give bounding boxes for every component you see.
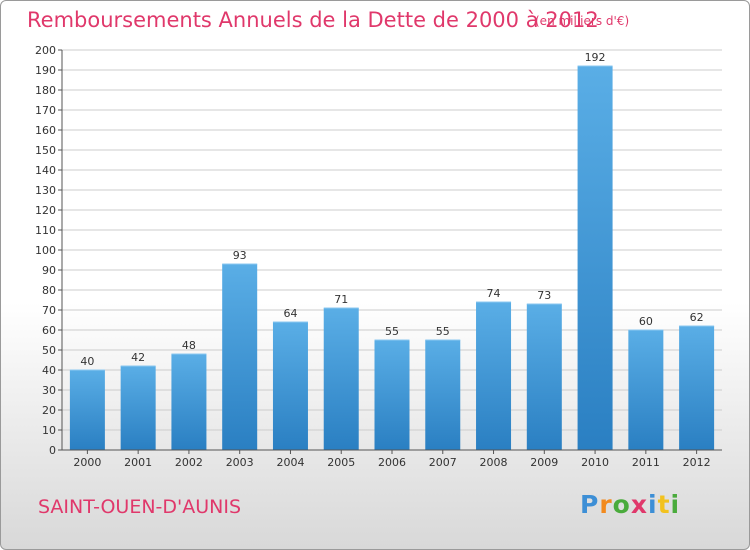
bar — [679, 326, 715, 450]
data-label: 64 — [283, 307, 297, 320]
commune-name: SAINT-OUEN-D'AUNIS — [38, 496, 242, 518]
y-tick-label: 100 — [35, 244, 56, 257]
labels: 0 10 20 30 40 50 60 70 80 90 100 110 120 130 140 150 160… — [35, 44, 711, 469]
bar — [628, 330, 664, 450]
chart-unit: (en milliers d'€) — [535, 14, 630, 28]
x-tick-label: 2005 — [327, 456, 355, 469]
x-tick-label: 2004 — [276, 456, 304, 469]
data-label: 73 — [537, 289, 551, 302]
logo-letter: r — [599, 490, 613, 519]
data-label: 93 — [233, 249, 247, 262]
x-tick-label: 2006 — [378, 456, 406, 469]
y-tick-label: 0 — [49, 444, 56, 457]
y-tick-label: 180 — [35, 84, 56, 97]
y-tick-label: 200 — [35, 44, 56, 57]
data-label: 42 — [131, 351, 145, 364]
x-tick-label: 2001 — [124, 456, 152, 469]
axes — [58, 49, 722, 454]
y-tick-label: 20 — [42, 404, 56, 417]
y-tick-label: 80 — [42, 284, 56, 297]
data-label: 71 — [334, 293, 348, 306]
x-tick-label: 2010 — [581, 456, 609, 469]
bar — [425, 340, 461, 450]
y-tick-label: 40 — [42, 364, 56, 377]
data-label: 62 — [690, 311, 704, 324]
y-tick-label: 170 — [35, 104, 56, 117]
logo-letter: P — [580, 490, 600, 519]
bar — [69, 370, 105, 450]
y-tick-label: 10 — [42, 424, 56, 437]
proxiti-logo: Proxiti — [580, 490, 680, 519]
x-tick-label: 2009 — [530, 456, 558, 469]
logo-letter: t — [657, 490, 671, 519]
bar — [120, 366, 156, 450]
bar — [272, 322, 308, 450]
bar — [374, 340, 410, 450]
y-tick-label: 60 — [42, 324, 56, 337]
x-tick-label: 2011 — [632, 456, 660, 469]
y-tick-label: 150 — [35, 144, 56, 157]
logo-letter: o — [612, 490, 631, 519]
data-label: 55 — [436, 325, 450, 338]
bars — [69, 65, 715, 450]
x-tick-label: 2000 — [73, 456, 101, 469]
y-tick-label: 140 — [35, 164, 56, 177]
y-tick-label: 130 — [35, 184, 56, 197]
data-label: 48 — [182, 339, 196, 352]
x-tick-label: 2007 — [429, 456, 457, 469]
y-tick-label: 30 — [42, 384, 56, 397]
data-label: 55 — [385, 325, 399, 338]
x-tick-label: 2008 — [480, 456, 508, 469]
data-label: 60 — [639, 315, 653, 328]
data-label: 74 — [487, 287, 501, 300]
bar — [577, 66, 613, 450]
logo-letter: i — [670, 490, 681, 519]
y-tick-label: 190 — [35, 64, 56, 77]
bar — [476, 302, 512, 450]
logo-letter: x — [630, 490, 648, 519]
chart-title: Remboursements Annuels de la Dette de 20… — [27, 8, 599, 32]
bar — [171, 354, 207, 450]
bar — [222, 264, 258, 450]
data-label: 40 — [80, 355, 94, 368]
y-tick-label: 70 — [42, 304, 56, 317]
y-tick-label: 50 — [42, 344, 56, 357]
logo-letter: i — [648, 490, 658, 519]
x-tick-label: 2012 — [683, 456, 711, 469]
y-tick-label: 120 — [35, 204, 56, 217]
y-tick-label: 110 — [35, 224, 56, 237]
bar — [323, 308, 359, 450]
y-tick-label: 90 — [42, 264, 56, 277]
y-tick-label: 160 — [35, 124, 56, 137]
x-tick-label: 2002 — [175, 456, 203, 469]
bar — [526, 304, 562, 450]
data-label: 192 — [585, 51, 606, 64]
x-tick-label: 2003 — [226, 456, 254, 469]
